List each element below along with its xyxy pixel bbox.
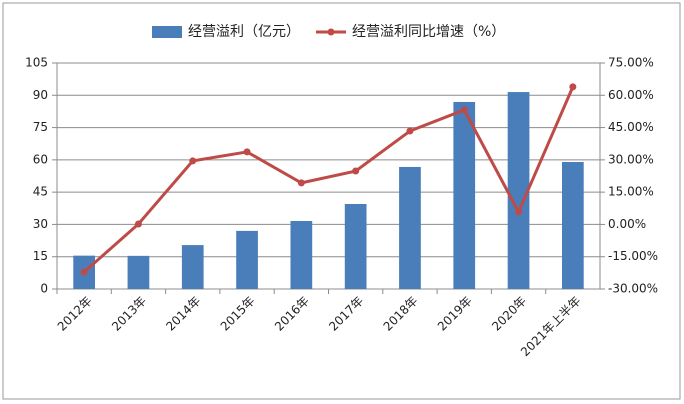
line-marker — [460, 106, 468, 114]
line-marker — [297, 179, 305, 187]
legend-swatch — [327, 28, 335, 36]
y-tick-label: 0 — [40, 282, 48, 296]
bar — [399, 166, 421, 289]
line-marker — [134, 220, 142, 228]
y-tick-label: 15 — [33, 249, 48, 263]
y2-tick-label: 75.00% — [608, 56, 654, 70]
bar — [127, 255, 150, 289]
bar — [181, 245, 204, 289]
y-tick-label: 105 — [25, 56, 48, 70]
legend-label: 经营溢利同比增速（%） — [352, 24, 505, 40]
bar — [507, 92, 530, 289]
line-marker — [243, 148, 251, 156]
y-tick-label: 60 — [33, 152, 48, 166]
y2-tick-label: -30.00% — [608, 282, 658, 296]
y-tick-label: 45 — [33, 185, 48, 199]
bar — [290, 220, 313, 289]
y-tick-label: 30 — [33, 217, 48, 231]
line-marker — [569, 83, 577, 91]
line-marker — [515, 208, 523, 216]
line-marker — [189, 157, 197, 165]
y-tick-label: 75 — [33, 120, 48, 134]
y2-tick-label: 15.00% — [608, 185, 654, 199]
y2-tick-label: -15.00% — [608, 249, 658, 263]
line-marker — [352, 167, 360, 175]
line — [83, 86, 575, 274]
legend-swatch — [152, 26, 182, 38]
legend-label: 经营溢利（亿元） — [188, 24, 300, 40]
legend: 经营溢利（亿元） 经营溢利同比增速（%） — [152, 24, 505, 40]
bar — [561, 162, 584, 289]
bar — [344, 203, 367, 289]
line-marker — [406, 127, 414, 135]
y2-tick-label: 60.00% — [608, 88, 654, 102]
y-tick-label: 90 — [33, 88, 48, 102]
bar — [236, 230, 258, 289]
y2-tick-label: 0.00% — [608, 217, 646, 231]
y2-tick-label: 30.00% — [608, 152, 654, 166]
y2-tick-label: 45.00% — [608, 120, 654, 134]
line-marker — [80, 268, 88, 276]
bar — [453, 101, 476, 289]
